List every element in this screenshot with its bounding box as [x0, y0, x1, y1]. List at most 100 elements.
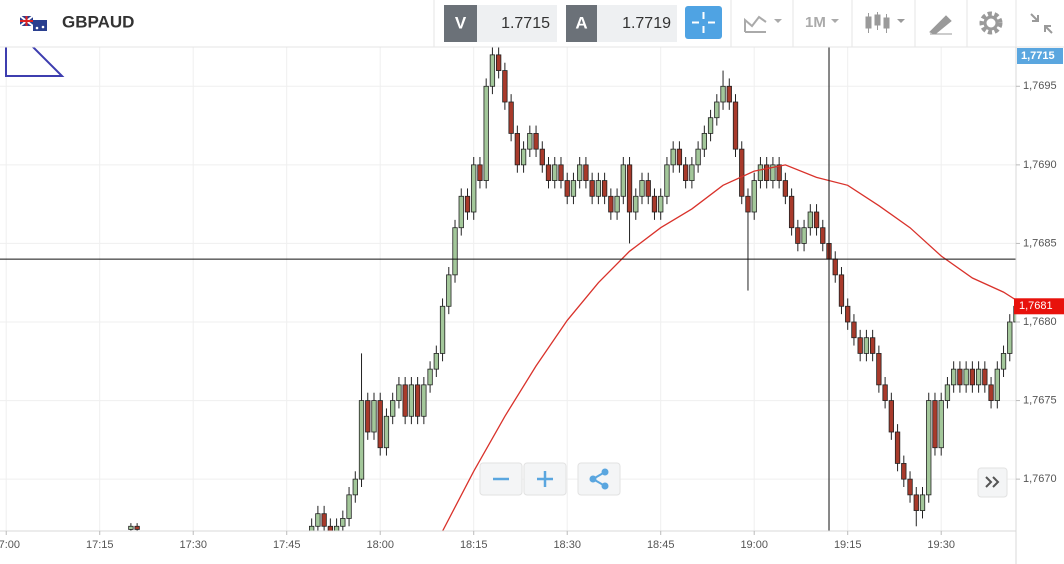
candle-body [346, 494, 352, 519]
x-tick-label: 18:00 [366, 539, 394, 551]
candle-body [408, 384, 415, 417]
candle-body [770, 164, 776, 181]
candle-body [583, 164, 589, 181]
ask-label-box[interactable] [566, 5, 597, 42]
candle-body [714, 101, 720, 119]
candle-body [801, 227, 807, 244]
x-tick-label: 19:15 [834, 539, 862, 551]
candle-body [957, 368, 963, 386]
crosshair-button[interactable] [685, 6, 722, 39]
candle-body [994, 368, 1000, 401]
candle-body [595, 180, 602, 197]
candle-body [683, 164, 689, 181]
fullscreen-button[interactable] [1030, 13, 1053, 34]
candle-body [745, 195, 751, 213]
candle-body [340, 518, 346, 527]
current-price-badge [1014, 298, 1064, 315]
candle-body [857, 337, 863, 354]
candle-body [496, 54, 502, 71]
candle-body [901, 463, 907, 480]
y-tick-label: 1,7690 [1023, 159, 1057, 171]
candle-body [1007, 321, 1013, 354]
settings-button[interactable] [979, 11, 1003, 35]
candle-body [882, 384, 888, 401]
symbol: GBPAUD [62, 12, 134, 31]
candle-body [988, 384, 994, 401]
x-tick-label: 17:45 [273, 539, 301, 551]
candle-body [427, 368, 433, 386]
candle-body [390, 400, 396, 417]
candle-body [134, 525, 140, 530]
bid-price: 1.7715 [501, 15, 550, 32]
chart-type-button[interactable] [744, 15, 782, 33]
timeframe[interactable]: 1M [805, 14, 826, 31]
candle-body [788, 195, 795, 229]
candle-body [533, 133, 539, 150]
candle-body [633, 195, 639, 213]
candle-body [396, 384, 402, 401]
candle-body [695, 148, 701, 166]
top-price-label: 1,7715 [1021, 50, 1055, 62]
candle-body [383, 415, 390, 449]
candle-body [894, 431, 901, 464]
candle-body [670, 148, 676, 166]
candle-body [452, 227, 458, 276]
x-tick-label: 17:15 [86, 539, 114, 551]
candle-body [458, 195, 464, 229]
drawn-triangle[interactable] [5, 17, 65, 77]
candle-body [433, 353, 439, 370]
candle-body [845, 305, 851, 323]
bid-label-box[interactable] [444, 5, 477, 42]
crosshair-icon [692, 12, 715, 33]
bid-box[interactable] [477, 5, 557, 42]
x-tick-label: 19:00 [740, 539, 768, 551]
candle-body [720, 85, 726, 103]
candle-body [932, 400, 938, 449]
candle-body [614, 195, 620, 213]
draw-tool-button[interactable] [929, 15, 952, 35]
x-tick-label: 17:00 [0, 539, 20, 551]
candle-body [620, 164, 626, 197]
candle-body [701, 133, 707, 150]
candle-body [645, 180, 651, 197]
y-tick-label: 1,7695 [1023, 80, 1057, 92]
candle-body [851, 321, 857, 339]
candle-body [757, 164, 764, 181]
candle-body [869, 337, 876, 354]
candle-body [658, 195, 664, 213]
x-tick-label: 17:30 [179, 539, 207, 551]
candle-body [539, 148, 545, 166]
candle-body [689, 164, 695, 181]
candle-body [377, 400, 383, 449]
y-tick-label: 1,7680 [1023, 316, 1057, 328]
candle-body [626, 164, 633, 213]
candle-body [371, 400, 377, 433]
top-price-badge [1017, 48, 1063, 64]
candle-body [483, 85, 489, 181]
ask-box[interactable] [597, 5, 677, 42]
candle-body [489, 54, 496, 87]
candle-body [589, 180, 595, 197]
zoom-controls [479, 462, 1008, 498]
candle-body [601, 180, 608, 197]
candle-body [545, 164, 552, 181]
candle-body [352, 478, 358, 496]
candle-body [564, 180, 570, 197]
axes: 1,7670 1,7675 1,7680 1,7685 1,7690 1,7695 17:0… [0, 48, 1064, 551]
share-button[interactable] [577, 462, 621, 496]
candle-body [508, 101, 514, 134]
candle-body [963, 368, 969, 386]
candle-style-button[interactable] [865, 12, 905, 33]
current-price-label: 1,7681 [1019, 300, 1053, 312]
candle-body [732, 101, 739, 150]
scroll-end-button[interactable] [977, 467, 1008, 498]
candle-body [358, 400, 365, 480]
x-tick-label: 18:15 [460, 539, 488, 551]
candle-body [982, 368, 988, 386]
candle-body [820, 227, 826, 244]
candle-body [477, 164, 483, 181]
candle-body [608, 195, 614, 213]
candle-body [863, 337, 870, 354]
candle-body [464, 195, 471, 213]
candle-body [975, 368, 982, 386]
